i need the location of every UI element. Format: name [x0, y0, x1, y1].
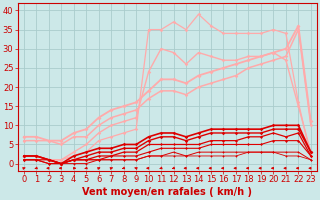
X-axis label: Vent moyen/en rafales ( km/h ): Vent moyen/en rafales ( km/h ) [82, 187, 252, 197]
